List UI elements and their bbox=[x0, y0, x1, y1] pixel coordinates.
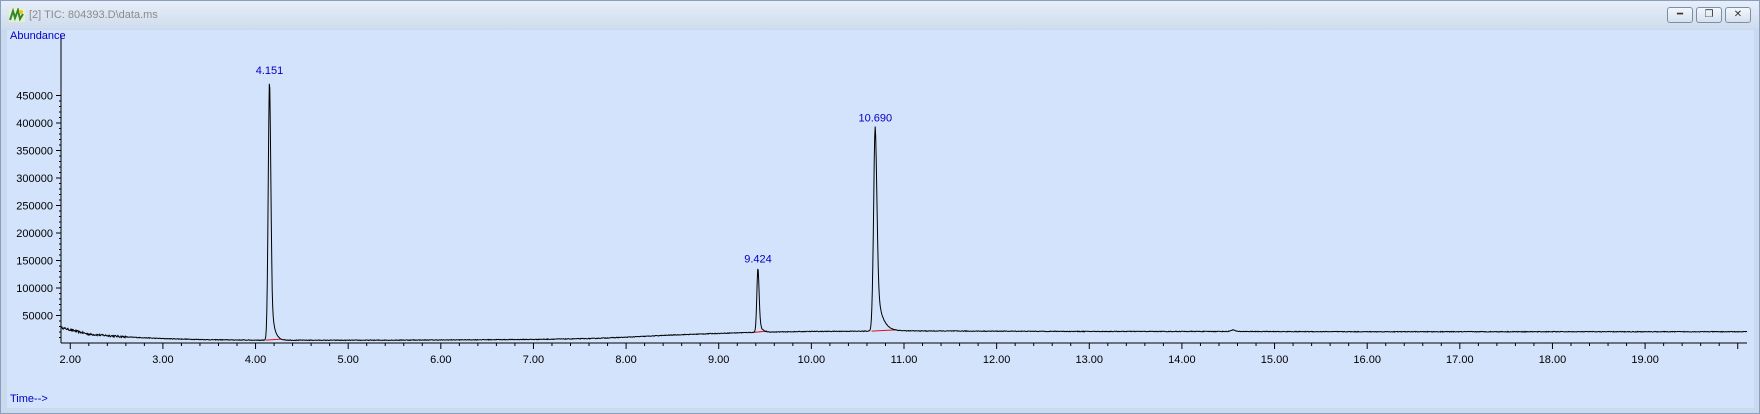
peak-label: 9.424 bbox=[744, 253, 772, 265]
tic-trace bbox=[60, 83, 1748, 342]
minimize-button[interactable]: ━ bbox=[1667, 7, 1693, 23]
x-tick-label: 5.00 bbox=[337, 354, 358, 366]
close-icon: ✕ bbox=[1733, 9, 1743, 20]
integration-baseline bbox=[265, 338, 281, 341]
window-title: [2] TIC: 804393.D\data.ms bbox=[29, 9, 158, 21]
y-tick-label: 150000 bbox=[16, 256, 53, 268]
x-tick-label: 18.00 bbox=[1539, 354, 1567, 366]
y-tick-label: 300000 bbox=[16, 173, 53, 185]
restore-icon: ❐ bbox=[1704, 9, 1714, 20]
peak-labels: 4.151 9.424 10.690 bbox=[256, 65, 892, 265]
chromatogram-plot[interactable]: 50000 100000 150000 200000 250000 300000 35000… bbox=[7, 30, 1754, 408]
x-tick-label: 17.00 bbox=[1446, 354, 1474, 366]
minimize-icon: ━ bbox=[1676, 9, 1684, 20]
close-button[interactable]: ✕ bbox=[1725, 7, 1751, 23]
y-axis-label: Abundance bbox=[10, 30, 66, 42]
x-tick-label: 19.00 bbox=[1631, 354, 1659, 366]
y-tick-label: 350000 bbox=[16, 146, 53, 158]
x-tick-label: 3.00 bbox=[152, 354, 173, 366]
x-tick-label: 13.00 bbox=[1076, 354, 1104, 366]
x-tick-label: 11.00 bbox=[891, 354, 918, 366]
peak-label: 4.151 bbox=[256, 65, 284, 77]
y-tick-label: 50000 bbox=[22, 311, 53, 323]
tic-chart[interactable]: 50000 100000 150000 200000 250000 300000 35000… bbox=[7, 30, 1754, 408]
chromatogram-app-icon bbox=[9, 8, 25, 22]
y-tick-label: 250000 bbox=[16, 201, 53, 213]
x-tick-label: 15.00 bbox=[1261, 354, 1289, 366]
axes: 50000 100000 150000 200000 250000 300000 35000… bbox=[16, 36, 1747, 366]
x-tick-label: 7.00 bbox=[523, 354, 544, 366]
y-tick-label: 100000 bbox=[16, 283, 53, 295]
x-tick-label: 16.00 bbox=[1353, 354, 1381, 366]
x-tick-label: 10.00 bbox=[798, 354, 826, 366]
title-bar[interactable]: [2] TIC: 804393.D\data.ms ━ ❐ ✕ bbox=[1, 1, 1759, 29]
peak-label: 10.690 bbox=[858, 113, 892, 125]
x-tick-label: 14.00 bbox=[1168, 354, 1196, 366]
restore-button[interactable]: ❐ bbox=[1696, 7, 1722, 23]
x-axis-label: Time--> bbox=[10, 393, 48, 405]
x-tick-label: 8.00 bbox=[615, 354, 636, 366]
x-tick-label: 12.00 bbox=[983, 354, 1011, 366]
y-tick-label: 450000 bbox=[16, 91, 53, 103]
x-tick-label: 9.00 bbox=[708, 354, 729, 366]
x-tick-label: 2.00 bbox=[60, 354, 81, 366]
x-tick-label: 6.00 bbox=[430, 354, 451, 366]
integration-baseline bbox=[871, 329, 896, 332]
y-tick-label: 400000 bbox=[16, 118, 53, 130]
y-tick-label: 200000 bbox=[16, 228, 53, 240]
x-tick-label: 4.00 bbox=[245, 354, 266, 366]
